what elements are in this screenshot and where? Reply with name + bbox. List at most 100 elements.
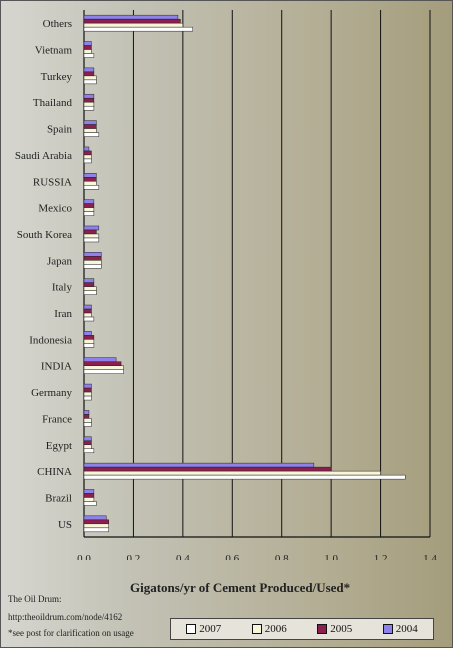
legend-label-2004: 2004 — [395, 623, 418, 635]
bar-france-2006 — [83, 418, 92, 423]
bar-turkey-2006 — [83, 75, 97, 81]
bar-saudi-arabia-2005 — [83, 150, 92, 156]
bar-us-2007 — [83, 527, 109, 533]
legend: 2007 2006 2005 2004 — [170, 618, 434, 640]
legend-swatch-2006 — [251, 624, 262, 634]
bar-japan-2007 — [83, 264, 102, 269]
bar-france-2004 — [83, 410, 90, 415]
bar-germany-2005 — [83, 387, 92, 393]
bar-china-2006 — [83, 470, 381, 476]
bar-south-korea-2004 — [83, 225, 100, 231]
bar-iran-2007 — [83, 316, 95, 322]
bar-others-2006 — [83, 22, 184, 28]
y-tick-label-italy: Italy — [52, 282, 73, 294]
source-url: http:theoildrum.com/node/4162 — [8, 612, 123, 622]
bar-mexico-2004 — [83, 199, 95, 204]
y-tick-label-indonesia: Indonesia — [29, 334, 72, 346]
bar-saudi-arabia-2007 — [83, 158, 92, 164]
bar-vietnam-2005 — [83, 45, 92, 50]
bar-us-2004 — [83, 515, 107, 521]
bar-japan-2005 — [83, 256, 102, 261]
bar-spain-2004 — [83, 120, 97, 125]
bar-thailand-2005 — [83, 97, 95, 103]
x-tick-label-1-4: 1.4 — [423, 553, 437, 560]
x-tick-label-0-8: 0.8 — [275, 553, 289, 560]
bar-turkey-2005 — [83, 71, 95, 77]
x-tick-label-0-6: 0.6 — [225, 553, 239, 560]
y-tick-label-spain: Spain — [47, 124, 73, 136]
bar-mexico-2006 — [83, 207, 95, 212]
bar-russia-2004 — [83, 173, 97, 178]
legend-item-2007: 2007 — [186, 623, 221, 635]
bar-vietnam-2007 — [83, 53, 95, 58]
bar-china-2007 — [83, 474, 406, 480]
bar-italy-2005 — [83, 282, 95, 287]
legend-swatch-2005 — [317, 624, 328, 634]
bar-india-2006 — [83, 365, 124, 370]
bar-france-2005 — [83, 414, 90, 419]
bar-thailand-2006 — [83, 101, 95, 107]
bar-brazil-2004 — [83, 489, 95, 494]
y-tick-label-japan: Japan — [47, 255, 73, 267]
x-tick-label-0-0: 0.0 — [77, 553, 91, 560]
y-tick-label-russia: RUSSIA — [33, 176, 72, 188]
bar-italy-2007 — [83, 290, 97, 295]
bar-russia-2007 — [83, 185, 100, 190]
bar-indonesia-2004 — [83, 331, 92, 336]
bar-chart: 0.0 0.2 0.4 0.6 0.8 1.0 1.2 1.4 US Brazil CHINA Egy… — [15, 10, 437, 560]
y-tick-label-vietnam: Vietnam — [35, 45, 73, 57]
plot-area — [84, 10, 430, 537]
bar-india-2004 — [83, 357, 117, 362]
bar-us-2006 — [83, 523, 109, 529]
x-tick-label-1-2: 1.2 — [374, 553, 388, 560]
bar-egypt-2006 — [83, 444, 92, 450]
bar-others-2007 — [83, 26, 193, 32]
bar-others-2004 — [83, 14, 179, 20]
y-tick-label-saudi-arabia: Saudi Arabia — [15, 150, 72, 162]
bar-iran-2005 — [83, 308, 92, 314]
bar-iran-2006 — [83, 312, 92, 318]
y-tick-label-china: CHINA — [37, 466, 72, 478]
bar-turkey-2004 — [83, 67, 95, 73]
bar-india-2005 — [83, 361, 122, 366]
bar-egypt-2007 — [83, 448, 95, 454]
y-tick-label-us: US — [58, 519, 72, 531]
bar-mexico-2005 — [83, 203, 95, 208]
bar-spain-2007 — [83, 132, 100, 137]
bar-thailand-2007 — [83, 105, 95, 111]
bar-italy-2004 — [83, 278, 95, 283]
bar-saudi-arabia-2006 — [83, 154, 92, 160]
bar-south-korea-2005 — [83, 229, 97, 235]
bar-indonesia-2007 — [83, 343, 95, 348]
bar-china-2004 — [83, 462, 315, 468]
y-tick-label-mexico: Mexico — [38, 203, 72, 215]
bar-japan-2006 — [83, 260, 102, 265]
y-tick-label-south-korea: South Korea — [17, 229, 72, 241]
bar-turkey-2007 — [83, 79, 97, 85]
bar-us-2005 — [83, 519, 109, 525]
legend-item-2006: 2006 — [251, 623, 287, 635]
legend-label-2007: 2007 — [199, 623, 222, 635]
bar-germany-2007 — [83, 395, 92, 401]
bar-spain-2006 — [83, 128, 97, 133]
bar-france-2007 — [83, 422, 92, 427]
bar-south-korea-2007 — [83, 237, 100, 243]
bar-iran-2004 — [83, 304, 92, 310]
x-tick-label-1-0: 1.0 — [324, 553, 338, 560]
y-tick-label-india: INDIA — [41, 361, 72, 373]
bar-italy-2006 — [83, 286, 97, 291]
legend-item-2005: 2005 — [317, 623, 352, 635]
y-tick-label-brazil: Brazil — [45, 492, 72, 504]
bar-south-korea-2006 — [83, 233, 100, 239]
x-tick-label-0-2: 0.2 — [127, 553, 141, 560]
legend-item-2004: 2004 — [382, 623, 418, 635]
y-tick-label-france: France — [42, 413, 72, 425]
bar-others-2005 — [83, 18, 181, 24]
footnote: *see post for clarification on usage — [8, 628, 134, 638]
bar-indonesia-2006 — [83, 339, 95, 344]
bar-japan-2004 — [83, 252, 102, 257]
bar-india-2007 — [83, 369, 124, 374]
bar-germany-2004 — [83, 383, 92, 389]
bar-russia-2006 — [83, 181, 97, 186]
bar-indonesia-2005 — [83, 335, 95, 340]
